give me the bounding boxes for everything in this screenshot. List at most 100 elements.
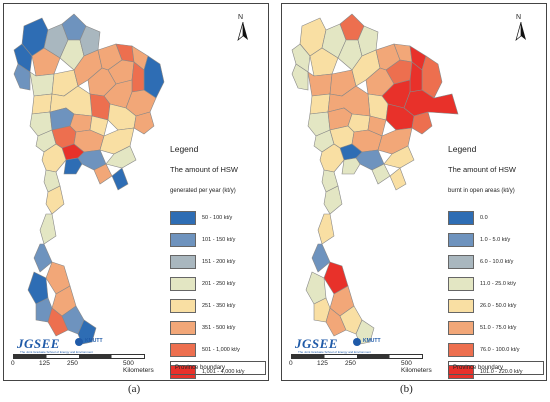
map-panel-a: N Legend The amount of HSW generated per… xyxy=(3,3,269,381)
province-boundary-legend: Province boundary xyxy=(448,361,544,375)
province xyxy=(133,111,155,135)
legend-label: 0.0 xyxy=(480,215,488,221)
legend-swatch xyxy=(170,343,196,357)
kmutt-logo: KMUTT xyxy=(352,336,388,352)
kmutt-logo: KMUTT xyxy=(74,336,110,352)
legend-swatch xyxy=(448,343,474,357)
legend-label: 151 - 200 kt/y xyxy=(202,259,236,265)
north-label: N xyxy=(238,14,244,21)
province xyxy=(39,213,57,245)
legend-list: 0.0 1.0 - 5.0 kt/y 6.0 - 10.0 kt/y 11.0 - 2… xyxy=(448,207,546,380)
legend-swatch xyxy=(170,211,196,225)
jgsee-logo: JGSEE The Joint Graduate School of Energ… xyxy=(295,334,371,354)
legend-subheading: generated per year (kt/y) xyxy=(170,188,236,194)
legend-label: 6.0 - 10.0 kt/y xyxy=(480,259,514,265)
province xyxy=(41,143,67,173)
scale-tick: 0 xyxy=(11,360,15,367)
legend-item: 201 - 250 kt/y xyxy=(170,273,268,295)
province xyxy=(319,143,345,173)
province xyxy=(79,25,101,57)
scale-bar-graphic xyxy=(13,354,145,359)
province-boundary-legend: Province boundary xyxy=(170,361,266,375)
legend-item: 6.0 - 10.0 kt/y xyxy=(448,251,546,273)
legend-item: 76.0 - 100.0 kt/y xyxy=(448,339,546,361)
legend-label: 51.0 - 75.0 kt/y xyxy=(480,325,517,331)
province xyxy=(307,71,333,97)
province xyxy=(325,307,347,337)
legend-label: 76.0 - 100.0 kt/y xyxy=(480,347,520,353)
legend-swatch xyxy=(170,277,196,291)
scale-tick: 0 xyxy=(289,360,293,367)
legend-label: 351 - 500 kt/y xyxy=(202,325,236,331)
legend-subheading: burnt in open areas (kt/y) xyxy=(448,188,515,194)
legend-label: 101.0 - 220.0 kt/y xyxy=(480,369,523,375)
province xyxy=(63,157,83,175)
legend-heading: The amount of HSW xyxy=(170,165,238,174)
scale-tick: 500 Kilometers xyxy=(123,360,154,374)
province xyxy=(13,63,31,91)
legend-swatch xyxy=(448,321,474,335)
legend-title: Legend xyxy=(448,144,477,154)
legend-swatch xyxy=(448,211,474,225)
legend-item: 11.0 - 25.0 kt/y xyxy=(448,273,546,295)
legend-label: 1,001 - 4,000 kt/y xyxy=(202,369,245,375)
province xyxy=(45,185,65,215)
legend-label: 50 - 100 kt/y xyxy=(202,215,233,221)
scale-tick: 125 xyxy=(317,360,328,367)
legend-swatch xyxy=(448,255,474,269)
jgsee-logo-text: JGSEE xyxy=(17,336,60,351)
scale-tick: 250 xyxy=(345,360,356,367)
legend-label: 26.0 - 50.0 kt/y xyxy=(480,303,517,309)
province xyxy=(105,145,137,169)
province xyxy=(411,111,433,135)
province xyxy=(309,47,339,77)
thailand-province-map-b xyxy=(291,13,459,345)
legend-item: 1.0 - 5.0 kt/y xyxy=(448,229,546,251)
scale-bar: 0 125 250 500 Kilometers xyxy=(287,354,432,374)
province xyxy=(357,25,379,57)
legend-swatch xyxy=(170,321,196,335)
scale-bar: 0 125 250 500 Kilometers xyxy=(9,354,154,374)
legend-swatch xyxy=(170,255,196,269)
province xyxy=(341,157,361,175)
jgsee-logo: JGSEE The Joint Graduate School of Energ… xyxy=(17,334,93,354)
scale-bar-graphic xyxy=(291,354,423,359)
province xyxy=(291,63,309,91)
legend-item: 50 - 100 kt/y xyxy=(170,207,268,229)
province xyxy=(309,93,331,115)
jgsee-logo-subtext: The Joint Graduate School of Energy and … xyxy=(20,350,93,354)
legend-item: 101 - 150 kt/y xyxy=(170,229,268,251)
legend-item: 151 - 200 kt/y xyxy=(170,251,268,273)
province-boundary-label: Province boundary xyxy=(453,365,504,371)
legend-item: 251 - 350 kt/y xyxy=(170,295,268,317)
scale-tick: 125 xyxy=(39,360,50,367)
legend-item: 501 - 1,000 kt/y xyxy=(170,339,268,361)
province xyxy=(383,145,415,169)
legend-swatch xyxy=(170,233,196,247)
province xyxy=(323,185,343,215)
jgsee-logo-subtext: The Joint Graduate School of Energy and … xyxy=(298,350,371,354)
scale-tick: 500 Kilometers xyxy=(401,360,432,374)
legend-item: 351 - 500 kt/y xyxy=(170,317,268,339)
province xyxy=(111,167,129,191)
jgsee-logo-text: JGSEE xyxy=(295,336,338,351)
north-arrow-icon: N xyxy=(514,14,528,42)
map-panel-b: N Legend The amount of HSW burnt in open… xyxy=(281,3,547,381)
legend-swatch xyxy=(448,233,474,247)
legend-item: 26.0 - 50.0 kt/y xyxy=(448,295,546,317)
legend-swatch xyxy=(448,299,474,313)
legend-label: 101 - 150 kt/y xyxy=(202,237,236,243)
province xyxy=(389,167,407,191)
thailand-province-map-a xyxy=(13,13,165,345)
province xyxy=(31,47,61,77)
province xyxy=(29,71,55,97)
legend-list: 50 - 100 kt/y 101 - 150 kt/y 151 - 200 kt/… xyxy=(170,207,268,380)
legend-heading: The amount of HSW xyxy=(448,165,516,174)
province xyxy=(31,93,53,115)
legend-label: 501 - 1,000 kt/y xyxy=(202,347,240,353)
legend-label: 201 - 250 kt/y xyxy=(202,281,236,287)
province xyxy=(311,243,331,273)
panel-caption-b: (b) xyxy=(400,383,413,395)
legend-item: 51.0 - 75.0 kt/y xyxy=(448,317,546,339)
province xyxy=(47,307,69,337)
